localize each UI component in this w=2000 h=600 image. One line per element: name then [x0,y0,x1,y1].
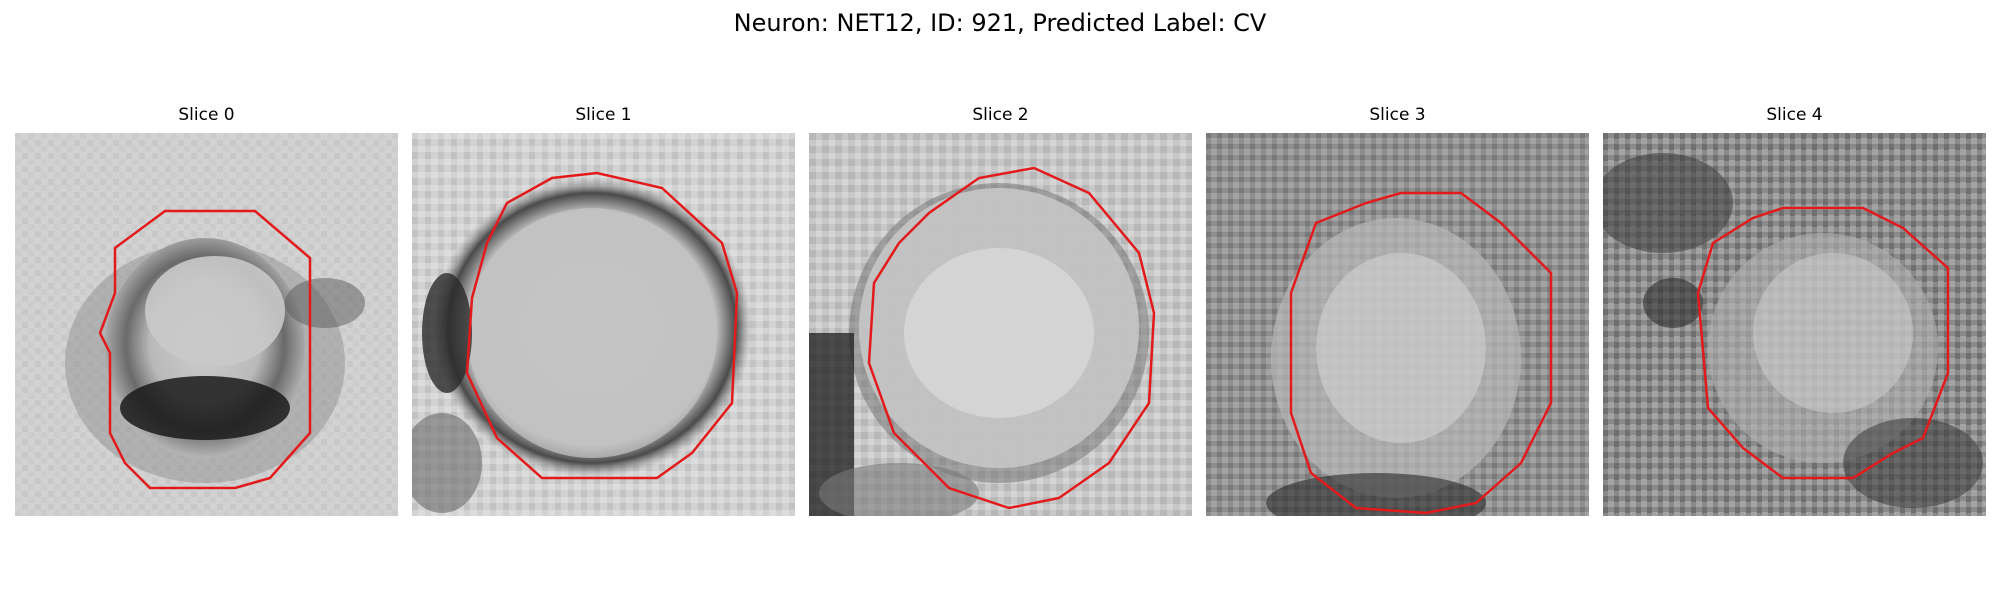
slice-title: Slice 0 [178,105,235,125]
slice-image-svg [412,133,795,516]
slice-image [809,133,1192,516]
slice-image [1206,133,1589,516]
slice-image-svg [1603,133,1986,516]
slice-panel-4: Slice 4 [1603,105,1986,516]
roi-contour [1696,206,1950,480]
slice-image-svg [15,133,398,516]
roi-contour [1289,191,1553,515]
slice-image [1603,133,1986,516]
figure-title: Neuron: NET12, ID: 921, Predicted Label:… [733,9,1267,37]
slice-title: Slice 4 [1766,105,1823,125]
slice-panel-2: Slice 2 [809,105,1192,516]
slice-image-svg [1206,133,1589,516]
slice-image [15,133,398,516]
roi-contour [465,171,739,480]
roi-contour [98,209,312,490]
roi-contour [867,166,1156,510]
slice-title: Slice 3 [1369,105,1426,125]
slice-title: Slice 2 [972,105,1029,125]
slice-title: Slice 1 [575,105,632,125]
slice-image [412,133,795,516]
slice-panel-1: Slice 1 [412,105,795,516]
slice-image-svg [809,133,1192,516]
slice-panel-3: Slice 3 [1206,105,1589,516]
slice-panel-0: Slice 0 [15,105,398,516]
